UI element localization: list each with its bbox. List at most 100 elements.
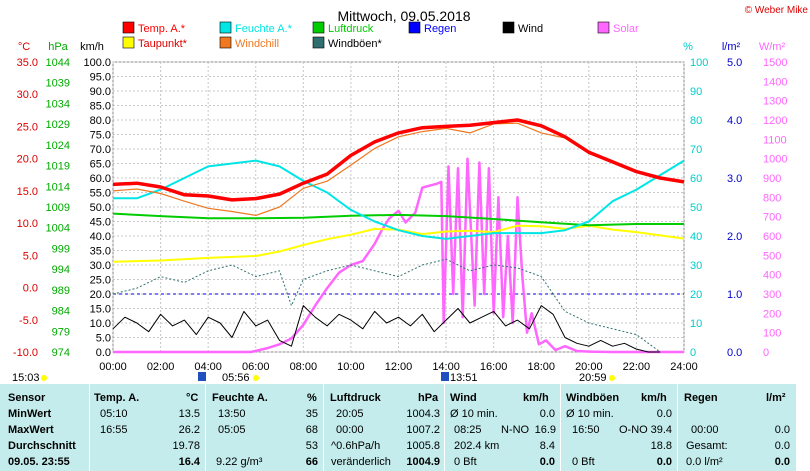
legend-swatch-2 — [312, 21, 325, 34]
solar-noon-label: 13:51 — [450, 372, 478, 384]
min-gust-value: 0.0 — [656, 408, 672, 420]
legend-swatch-1 — [219, 21, 232, 34]
sunrise-label: 05:56 — [222, 372, 250, 384]
tick-label-solar: 0 — [763, 347, 769, 359]
tick-label-temperature: -5.0 — [19, 315, 38, 327]
x-tick-label: 04:00 — [194, 361, 222, 373]
max-hum-value: 68 — [305, 424, 318, 436]
legend-label-4: Wind — [518, 23, 543, 35]
header-rain-unit: l/m² — [766, 392, 786, 404]
tick-label-humidity: 40 — [690, 231, 702, 243]
tick-label-pressure: 984 — [52, 306, 70, 318]
max-hum-time: 05:05 — [218, 424, 246, 436]
header-humidity-unit: % — [307, 392, 317, 404]
tick-label-solar: 800 — [763, 192, 781, 204]
x-tick-label: 10:00 — [337, 361, 365, 373]
moon-icon — [198, 372, 206, 381]
cur-wind-value: 0.0 — [539, 456, 555, 468]
tick-label-solar: 1000 — [763, 154, 787, 166]
avg-temp-value: 19.78 — [172, 440, 200, 452]
min-hum-time: 13:50 — [218, 408, 246, 420]
cur-temp-value: 16.4 — [178, 456, 200, 468]
tick-label-pressure: 994 — [52, 264, 70, 276]
tick-label-rain: 1.0 — [727, 289, 742, 301]
tick-label-solar: 1400 — [763, 76, 787, 88]
max-wind-time: 08:25 — [454, 424, 482, 436]
tick-label-wind: 100.0 — [83, 57, 111, 69]
sun-annotations: 15:03 05:56 13:51 20:59 — [12, 372, 615, 384]
x-tick-label: 12:00 — [385, 361, 413, 373]
x-tick-label: 18:00 — [527, 361, 555, 373]
header-temp-unit: °C — [186, 392, 199, 404]
series-line-feuchte-a — [113, 159, 685, 240]
weather-chart: Mittwoch, 09.05.2018 © Weber Mike Temp. … — [12, 5, 809, 384]
tick-label-wind: 15.0 — [90, 304, 111, 316]
header-sensor: Sensor — [8, 392, 46, 404]
tick-label-temperature: 30.0 — [17, 89, 38, 101]
tick-label-humidity: 80 — [690, 115, 702, 127]
axis-unit-temperature: °C — [18, 41, 30, 53]
legend-label-2: Luftdruck — [328, 23, 374, 35]
max-gust-value: 39.4 — [650, 424, 672, 436]
tick-label-rain: 5.0 — [727, 57, 742, 69]
avg-wind-distance: 202.4 km — [454, 440, 500, 452]
tick-label-humidity: 0 — [690, 347, 696, 359]
x-tick-label: 08:00 — [290, 361, 318, 373]
legend-swatch-6 — [122, 36, 135, 49]
tick-label-wind: 5.0 — [96, 333, 111, 345]
tick-label-humidity: 30 — [690, 260, 702, 272]
series-line-windb-en — [112, 258, 661, 353]
tick-label-wind: 0.0 — [96, 347, 111, 359]
series-line-taupunkt — [112, 224, 685, 263]
header-temp: Temp. A. — [94, 392, 140, 404]
legend-label-6: Taupunkt* — [138, 38, 188, 50]
tick-label-solar: 1200 — [763, 115, 787, 127]
max-gust-direction: O-NO — [619, 424, 648, 436]
avg-gust-value: 18.8 — [650, 440, 672, 452]
tick-label-humidity: 70 — [690, 144, 702, 156]
max-rain-time: 00:00 — [691, 424, 719, 436]
tick-label-humidity: 10 — [690, 318, 702, 330]
series-lines — [112, 118, 685, 354]
tick-label-wind: 65.0 — [90, 159, 111, 171]
avg-press-tendency: ^0.6hPa/h — [331, 440, 381, 452]
cur-press-trend: veränderlich — [331, 456, 391, 468]
cur-gust-value: 0.0 — [656, 456, 672, 468]
x-tick-label: 24:00 — [670, 361, 698, 373]
tick-label-solar: 100 — [763, 328, 781, 340]
sunrise-icon — [253, 375, 259, 381]
x-tick-label: 16:00 — [480, 361, 508, 373]
tick-label-humidity: 90 — [690, 86, 702, 98]
x-tick-label: 00:00 — [99, 361, 127, 373]
legend: Temp. A.* Feuchte A.* Luftdruck Regen Wind So… — [122, 21, 639, 50]
tick-label-pressure: 1029 — [46, 119, 70, 131]
min-press-value: 1004.3 — [406, 408, 440, 420]
legend-swatch-7 — [219, 36, 232, 49]
axis-units: °C hPa km/h% l/m² W/m² — [18, 41, 786, 53]
cur-abs-humidity: 9.22 g/m³ — [216, 456, 263, 468]
solar-noon-icon — [441, 372, 449, 381]
series-line-temp-a — [112, 118, 685, 202]
cur-rain-value: 0.0 — [774, 456, 790, 468]
header-wind-unit: km/h — [523, 392, 549, 404]
copyright-label: © Weber Mike — [745, 5, 809, 16]
cur-gust-bft: 0 Bft — [572, 456, 595, 468]
legend-swatch-8 — [312, 36, 325, 49]
tick-label-wind: 75.0 — [90, 130, 111, 142]
tick-label-temperature: 10.0 — [17, 218, 38, 230]
tick-label-temperature: 35.0 — [17, 57, 38, 69]
x-tick-label: 22:00 — [623, 361, 651, 373]
tick-label-temperature: 20.0 — [17, 154, 38, 166]
header-gust-unit: km/h — [641, 392, 667, 404]
min-temp-time: 05:10 — [100, 408, 128, 420]
tick-label-wind: 95.0 — [90, 72, 111, 84]
sunset-label: 20:59 — [579, 372, 607, 384]
legend-swatch-3 — [408, 21, 421, 34]
tick-label-wind: 55.0 — [90, 188, 111, 200]
tick-label-rain: 4.0 — [727, 115, 742, 127]
x-tick-label: 20:00 — [575, 361, 603, 373]
tick-label-rain: 3.0 — [727, 173, 742, 185]
max-wind-value: 16.9 — [534, 424, 556, 436]
sunset-icon — [609, 375, 615, 381]
